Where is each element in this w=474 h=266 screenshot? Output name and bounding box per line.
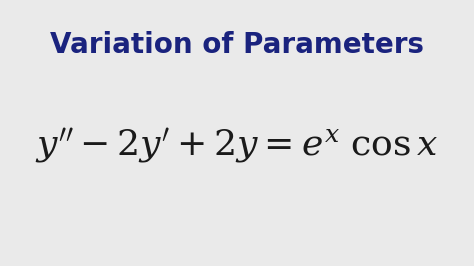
Text: Variation of Parameters: Variation of Parameters [50, 31, 424, 59]
Text: $y'' - 2y' + 2y = e^{x}\ \mathrm{cos}\,x$: $y'' - 2y' + 2y = e^{x}\ \mathrm{cos}\,x… [35, 127, 439, 165]
